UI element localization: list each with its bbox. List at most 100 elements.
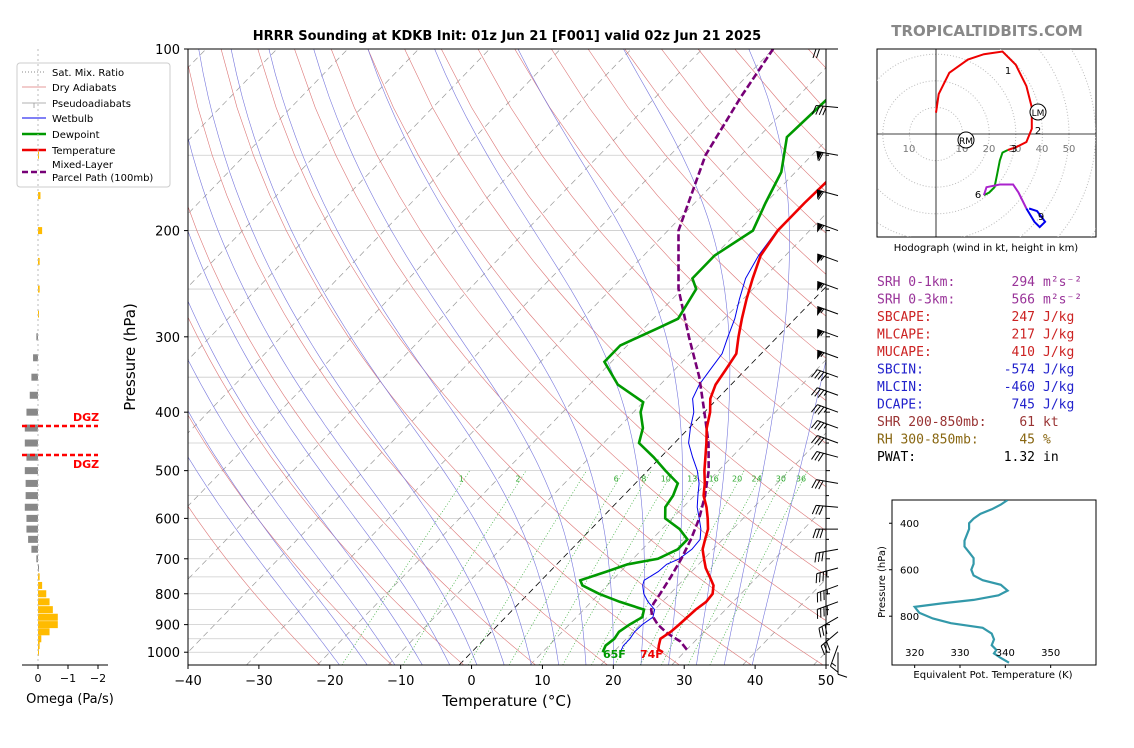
y-tick-label: 400	[155, 406, 180, 421]
omega-bar	[38, 648, 39, 656]
barb-flag	[817, 191, 824, 200]
omega-bar	[24, 467, 38, 475]
dry-adiabat-line	[514, 49, 826, 401]
omega-tick-label: −2	[90, 672, 106, 685]
index-unit: J/kg	[1043, 380, 1074, 395]
skewt-profiles	[578, 49, 826, 654]
mixing-ratio-line	[687, 470, 789, 665]
barb-flag	[816, 592, 819, 603]
parcel-path-line	[649, 49, 775, 651]
x-tick-label: −10	[387, 674, 414, 689]
x-tick-label: −20	[316, 674, 343, 689]
index-value: -460	[1004, 380, 1035, 395]
theta-e-x-label: Equivalent Pot. Temperature (K)	[913, 670, 1072, 681]
wetbulb-line	[619, 230, 778, 653]
isotherm-line	[600, 432, 826, 665]
mixing-ratio-label: 30	[776, 474, 786, 483]
skewt-legend: Sat. Mix. Ratio Dry Adiabats Pseudoadiab…	[16, 62, 171, 188]
barb-flag	[821, 626, 825, 636]
barb-flag	[812, 528, 817, 539]
barb-flag	[811, 505, 817, 515]
omega-bar	[24, 503, 38, 511]
index-unit: m²s⁻²	[1043, 293, 1082, 308]
isotherm-line	[188, 49, 561, 434]
y-tick-label: 900	[155, 619, 180, 634]
moist-adiabat-line	[268, 49, 559, 665]
barb-flag	[830, 665, 839, 673]
hodograph-panel: 10 10 20 30 40 50 RM LM 1 2 3 6 9 Hodogr…	[876, 48, 1097, 254]
barb-staff	[816, 150, 839, 156]
barb-flag	[811, 435, 818, 444]
index-label: SRH 0-1km:	[877, 275, 955, 290]
omega-bar	[24, 424, 38, 432]
barb-flag	[815, 105, 821, 115]
barb-flag	[817, 552, 821, 562]
x-tick-label: 20	[605, 674, 622, 689]
barb-half-flag	[823, 391, 828, 396]
barb-staff	[816, 451, 839, 458]
theta-e-axes: 320 330 340 350 400 600 800	[889, 519, 1060, 668]
moist-adiabat-line	[188, 300, 423, 665]
barb-flag	[819, 572, 821, 583]
omega-bar	[33, 354, 38, 362]
theta-e-x-tick-label: 340	[996, 648, 1015, 659]
moist-adiabat-line	[723, 49, 790, 665]
barb-flag	[811, 451, 818, 460]
barb-flag	[816, 48, 820, 59]
surface-temperature-label: 74F	[640, 648, 663, 661]
wind-barb	[811, 387, 839, 398]
barb-flag	[820, 372, 828, 382]
hodograph-ring-label: 30	[1009, 144, 1022, 155]
moist-adiabat-line	[434, 49, 645, 665]
barb-flag	[823, 606, 825, 617]
moist-adiabat-line	[188, 230, 450, 665]
index-label: SRH 0-3km:	[877, 293, 955, 308]
barb-flag	[817, 422, 825, 431]
omega-bar	[25, 492, 38, 500]
dry-adiabat-line	[294, 49, 824, 665]
isotherm-line	[317, 140, 826, 665]
index-value: 745	[1012, 398, 1035, 413]
moist-adiabat-line	[623, 49, 731, 665]
hodograph-ring-label: 40	[1036, 144, 1049, 155]
omega-bar	[36, 555, 38, 563]
omega-bar	[38, 606, 53, 614]
omega-bar	[38, 590, 47, 598]
dry-adiabat-line	[551, 49, 826, 359]
omega-bar	[38, 581, 43, 589]
wind-barb	[811, 369, 839, 382]
barb-flag	[823, 590, 825, 601]
barb-staff	[817, 369, 839, 378]
isotherm-line	[188, 49, 774, 653]
wind-barb	[811, 105, 839, 116]
wind-barb	[818, 616, 839, 638]
mixing-ratio-label: 1	[459, 474, 464, 483]
barb-flag	[817, 453, 824, 462]
index-unit: kt	[1043, 415, 1059, 430]
wind-barb	[811, 451, 839, 462]
wind-barb	[837, 652, 848, 678]
barb-staff	[818, 616, 839, 629]
barb-flag	[814, 452, 821, 461]
dry-adiabat-line	[330, 49, 826, 622]
barb-flag	[817, 371, 825, 380]
mixing-ratio-line	[562, 470, 674, 665]
dry-adiabat-line	[404, 49, 826, 532]
hodograph-segment	[935, 50, 1033, 151]
skewt-background-lines: 1 2 6 8 10 13 16 20 24 30 36	[188, 49, 826, 665]
moist-adiabat-line	[517, 49, 683, 665]
y-tick-label: 700	[155, 553, 180, 568]
wind-barb	[817, 306, 839, 316]
x-tick-label: 40	[747, 674, 764, 689]
wind-barb	[811, 435, 839, 446]
barb-staff	[816, 479, 839, 484]
barb-pennant	[817, 329, 823, 339]
mixing-ratio-label: 20	[732, 474, 742, 483]
barb-staff	[816, 548, 839, 554]
omega-bar	[26, 525, 38, 533]
barb-flag	[822, 571, 825, 582]
index-value: 1.32	[1004, 450, 1035, 465]
hodograph-height-label: 2	[1035, 126, 1041, 137]
omega-tick-label: −1	[60, 672, 76, 685]
